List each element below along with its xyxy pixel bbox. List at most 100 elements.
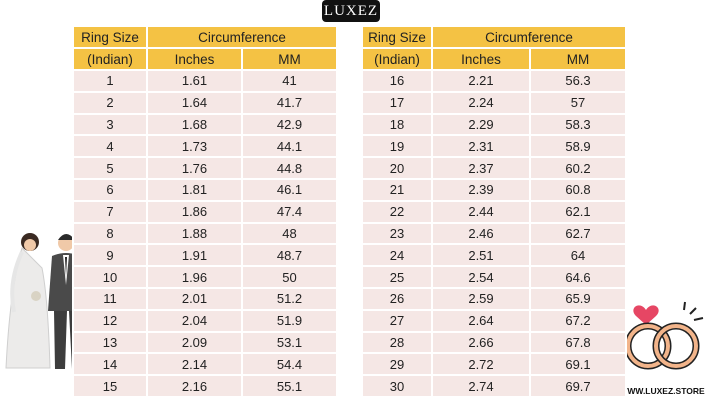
cell: 62.7 bbox=[529, 221, 627, 246]
cell: 1.88 bbox=[146, 221, 243, 246]
cell: 27 bbox=[361, 308, 433, 333]
cell: 2.74 bbox=[431, 374, 531, 398]
cell: 1.81 bbox=[146, 177, 243, 202]
cell: 41 bbox=[241, 69, 338, 93]
cell: 1.76 bbox=[146, 156, 243, 180]
cell: 17 bbox=[361, 90, 433, 115]
data-row: 2 1.64 41.7 bbox=[72, 90, 338, 115]
cell: 6 bbox=[72, 177, 148, 202]
cell: 13 bbox=[72, 330, 148, 355]
cell: 18 bbox=[361, 112, 433, 137]
cell: 48 bbox=[241, 221, 338, 246]
cell: 29 bbox=[361, 352, 433, 377]
cell: 20 bbox=[361, 156, 433, 180]
cell: 1.86 bbox=[146, 199, 243, 224]
size-table: Ring Size Circumference (Indian) Inches MM 1 1… bbox=[72, 25, 338, 398]
cell: 4 bbox=[72, 134, 148, 159]
cell: 50 bbox=[241, 265, 338, 289]
cell: 67.8 bbox=[529, 330, 627, 355]
cell: 64.6 bbox=[529, 265, 627, 289]
cell: 11 bbox=[72, 286, 148, 311]
header-cell: Ring Size bbox=[72, 25, 148, 49]
cell: 62.1 bbox=[529, 199, 627, 224]
data-row: 11 2.01 51.2 bbox=[72, 286, 338, 311]
cell: 2.09 bbox=[146, 330, 243, 355]
header-cell: Inches bbox=[146, 47, 243, 71]
cell: 9 bbox=[72, 243, 148, 268]
data-row: 4 1.73 44.1 bbox=[72, 134, 338, 159]
cell: 22 bbox=[361, 199, 433, 224]
cell: 48.7 bbox=[241, 243, 338, 268]
data-row: 9 1.91 48.7 bbox=[72, 243, 338, 268]
cell: 53.1 bbox=[241, 330, 338, 355]
cell: 60.2 bbox=[529, 156, 627, 180]
header-cell: MM bbox=[529, 47, 627, 71]
rings-icon bbox=[624, 301, 704, 370]
cell: 8 bbox=[72, 221, 148, 246]
data-row: 27 2.64 67.2 bbox=[361, 308, 627, 333]
header-cell: Inches bbox=[431, 47, 531, 71]
cell: 69.7 bbox=[529, 374, 627, 398]
cell: 46.1 bbox=[241, 177, 338, 202]
cell: 2.54 bbox=[431, 265, 531, 289]
cell: 54.4 bbox=[241, 352, 338, 377]
data-row: 24 2.51 64 bbox=[361, 243, 627, 268]
cell: 51.9 bbox=[241, 308, 338, 333]
cell: 44.8 bbox=[241, 156, 338, 180]
cell: 64 bbox=[529, 243, 627, 268]
website: WWW.LUXEZ.STORE bbox=[619, 386, 705, 396]
header-cell: Circumference bbox=[431, 25, 627, 49]
cell: 1.91 bbox=[146, 243, 243, 268]
header-cell: MM bbox=[241, 47, 338, 71]
data-row: 19 2.31 58.9 bbox=[361, 134, 627, 159]
cell: 2.39 bbox=[431, 177, 531, 202]
cell: 58.3 bbox=[529, 112, 627, 137]
cell: 58.9 bbox=[529, 134, 627, 159]
cell: 28 bbox=[361, 330, 433, 355]
cell: 5 bbox=[72, 156, 148, 180]
cell: 2.29 bbox=[431, 112, 531, 137]
cell: 1.61 bbox=[146, 69, 243, 93]
cell: 1.64 bbox=[146, 90, 243, 115]
data-row: 17 2.24 57 bbox=[361, 90, 627, 115]
cell: 47.4 bbox=[241, 199, 338, 224]
cell: 69.1 bbox=[529, 352, 627, 377]
cell: 2.46 bbox=[431, 221, 531, 246]
cell: 2.14 bbox=[146, 352, 243, 377]
data-row: 1 1.61 41 bbox=[72, 69, 338, 93]
cell: 14 bbox=[72, 352, 148, 377]
cell: 7 bbox=[72, 199, 148, 224]
cell: 2.31 bbox=[431, 134, 531, 159]
data-row: 3 1.68 42.9 bbox=[72, 112, 338, 137]
cell: 2.51 bbox=[431, 243, 531, 268]
data-row: 8 1.88 48 bbox=[72, 221, 338, 246]
data-row: 13 2.09 53.1 bbox=[72, 330, 338, 355]
header-row: Ring Size Circumference bbox=[72, 25, 338, 49]
data-row: 25 2.54 64.6 bbox=[361, 265, 627, 289]
cell: 21 bbox=[361, 177, 433, 202]
cell: 12 bbox=[72, 308, 148, 333]
cell: 65.9 bbox=[529, 286, 627, 311]
data-row: 28 2.66 67.8 bbox=[361, 330, 627, 355]
cell: 10 bbox=[72, 265, 148, 289]
cell: 2.64 bbox=[431, 308, 531, 333]
cell: 15 bbox=[72, 374, 148, 398]
data-row: 22 2.44 62.1 bbox=[361, 199, 627, 224]
cell: 60.8 bbox=[529, 177, 627, 202]
data-row: 10 1.96 50 bbox=[72, 265, 338, 289]
data-row: 21 2.39 60.8 bbox=[361, 177, 627, 202]
cell: 42.9 bbox=[241, 112, 338, 137]
cell: 1.96 bbox=[146, 265, 243, 289]
cell: 1.73 bbox=[146, 134, 243, 159]
cell: 23 bbox=[361, 221, 433, 246]
cell: 57 bbox=[529, 90, 627, 115]
cell: 25 bbox=[361, 265, 433, 289]
cell: 2.04 bbox=[146, 308, 243, 333]
data-row: 18 2.29 58.3 bbox=[361, 112, 627, 137]
cell: 51.2 bbox=[241, 286, 338, 311]
data-row: 20 2.37 60.2 bbox=[361, 156, 627, 180]
cell: 2 bbox=[72, 90, 148, 115]
data-row: 6 1.81 46.1 bbox=[72, 177, 338, 202]
cell: 26 bbox=[361, 286, 433, 311]
